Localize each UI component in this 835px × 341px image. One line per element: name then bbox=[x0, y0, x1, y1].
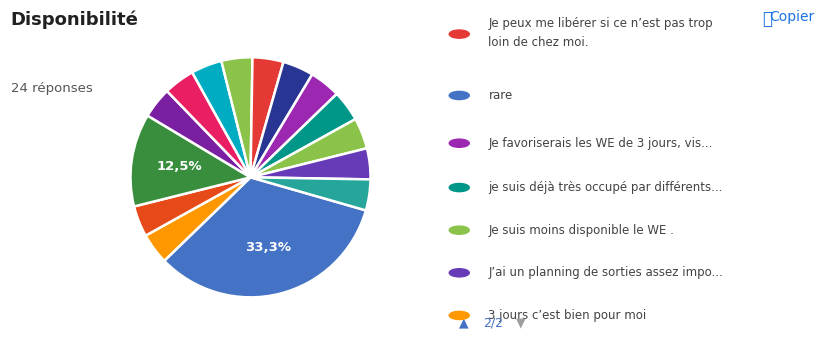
Wedge shape bbox=[130, 116, 250, 206]
Wedge shape bbox=[192, 61, 250, 177]
Text: J’ai un planning de sorties assez impo...: J’ai un planning de sorties assez impo..… bbox=[488, 266, 723, 279]
Text: ⧉: ⧉ bbox=[762, 10, 772, 28]
Wedge shape bbox=[250, 177, 371, 210]
Wedge shape bbox=[250, 74, 337, 177]
Wedge shape bbox=[145, 177, 250, 261]
Text: ▲: ▲ bbox=[459, 316, 469, 329]
Text: rare: rare bbox=[488, 89, 513, 102]
Text: 2/2: 2/2 bbox=[483, 316, 503, 329]
Wedge shape bbox=[167, 72, 250, 177]
Wedge shape bbox=[250, 119, 367, 177]
Wedge shape bbox=[250, 57, 284, 177]
Text: 24 réponses: 24 réponses bbox=[11, 82, 93, 95]
Wedge shape bbox=[148, 91, 250, 177]
Text: Copier: Copier bbox=[769, 10, 814, 24]
Text: 12,5%: 12,5% bbox=[156, 160, 202, 173]
Wedge shape bbox=[250, 94, 356, 177]
Text: Je favoriserais les WE de 3 jours, vis...: Je favoriserais les WE de 3 jours, vis..… bbox=[488, 137, 713, 150]
Text: Disponibilité: Disponibilité bbox=[11, 10, 139, 29]
Wedge shape bbox=[134, 177, 250, 236]
Text: je suis déjà très occupé par différents...: je suis déjà très occupé par différents.… bbox=[488, 181, 723, 194]
Wedge shape bbox=[221, 57, 252, 177]
Wedge shape bbox=[250, 148, 371, 179]
Wedge shape bbox=[164, 177, 366, 297]
Text: 33,3%: 33,3% bbox=[245, 241, 291, 254]
Wedge shape bbox=[250, 62, 312, 177]
Text: Je peux me libérer si ce n’est pas trop: Je peux me libérer si ce n’est pas trop bbox=[488, 17, 713, 30]
Text: Je suis moins disponible le WE .: Je suis moins disponible le WE . bbox=[488, 224, 675, 237]
Text: ▼: ▼ bbox=[516, 316, 526, 329]
Text: 3 jours c’est bien pour moi: 3 jours c’est bien pour moi bbox=[488, 309, 647, 322]
Text: loin de chez moi.: loin de chez moi. bbox=[488, 36, 589, 49]
